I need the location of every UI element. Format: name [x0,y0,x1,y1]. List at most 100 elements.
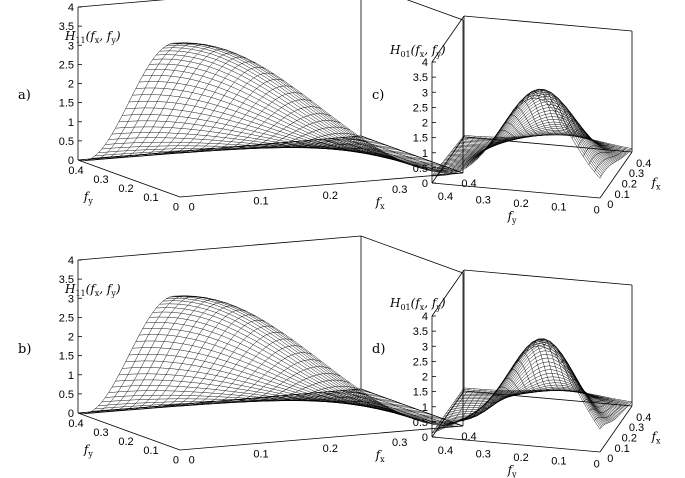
z-tick-label: 3.5 [59,274,74,286]
z-tick-label: 3 [422,87,428,99]
fy-tick-label: 0.1 [143,192,158,204]
fy-tick-label: 0.2 [513,452,528,464]
fy-tick-label: 0.4 [68,165,83,177]
axis-frame-line [463,269,633,286]
axis-frame-line [431,136,465,184]
z-tick-label: 1.5 [413,133,428,145]
z-tick-label: 0.5 [59,389,74,401]
axis-frame-line [463,15,633,32]
fy-tick-label: 0.3 [476,449,491,461]
z-tick-label: 2 [422,118,428,130]
z-tick-label: 0 [68,408,74,420]
panel-b: b) 0 0.5 1 1.5 2 2.5 3 3.5 4 H11(fx, fy) 0.4 0.3 0.2 0… [18,235,477,467]
z-tick-label: 2.5 [413,102,428,114]
axis-frame-line [77,235,362,261]
z-tick-label: 3.5 [59,21,74,33]
fy-tick-label: 0 [594,459,600,471]
z-tick-label: 3.5 [413,326,428,338]
fx-tick-label: 0 [607,453,613,465]
fx-axis-label: fx [375,195,385,211]
fx-tick-label: 0 [189,455,195,467]
z-axis-label: H01(fx, fy) [389,43,446,59]
z-tick-label: 2 [68,332,74,344]
z-tick-label: 0 [422,178,428,190]
z-tick-label: 3.5 [413,72,428,84]
fy-axis-label: fy [83,190,93,206]
z-tick-label: 1.5 [413,387,428,399]
fy-tick-label: 0.4 [438,445,453,457]
fx-tick-label: 0 [607,199,613,211]
z-tick-label: 1 [422,402,428,414]
panel-label: d) [372,342,385,357]
fx-tick-label: 0.3 [629,168,644,180]
z-tick-label: 0.5 [413,417,428,429]
fx-tick-label: 0.1 [614,443,629,455]
fx-tick-label: 0.4 [636,412,651,424]
fx-tick-label: 0.3 [392,184,407,196]
z-tick-label: 1.5 [59,98,74,110]
z-tick-label: 0 [422,432,428,444]
z-tick-label: 2.5 [413,356,428,368]
surface-mesh [431,338,633,434]
fx-tick-label: 0.3 [629,422,644,434]
axis-frame-line [179,172,464,198]
axis-frame-line [431,436,601,453]
fy-tick-label: 0 [173,201,179,213]
fy-axis-label: fy [507,209,517,225]
z-tick-label: 4 [68,2,74,14]
axis-frame-line [77,412,181,451]
z-tick-label: 3 [68,40,74,52]
z-tick-label: 0.5 [413,163,428,175]
fy-tick-label: 0.1 [551,455,566,467]
z-tick-label: 3 [68,293,74,305]
axis-frame-line [431,182,601,199]
fy-tick-label: 0.4 [68,418,83,430]
axis-frame-line [360,235,464,274]
z-tick-label: 0 [68,155,74,167]
surface-mesh [77,42,464,174]
z-tick-label: 4 [68,255,74,267]
fx-tick-label: 0.2 [323,190,338,202]
surface-mesh [431,88,633,179]
fx-tick-label: 0.1 [614,189,629,201]
fx-tick-label: 0.1 [253,449,268,461]
fx-tick-label: 0.4 [636,158,651,170]
z-axis-label: H11(fx, fy) [64,282,121,298]
z-axis-label: H11(fx, fy) [64,29,121,45]
fy-tick-label: 0.3 [93,174,108,186]
fx-axis-label: fx [651,430,661,446]
fx-tick-label: 0.4 [461,178,476,190]
fy-tick-label: 0.1 [551,201,566,213]
fx-tick-label: 0.2 [323,443,338,455]
fx-axis-label: fx [651,176,661,192]
z-tick-label: 4 [422,57,428,69]
z-tick-label: 1 [68,370,74,382]
fy-tick-label: 0.4 [438,191,453,203]
fy-tick-label: 0.2 [513,198,528,210]
z-tick-label: 2 [422,372,428,384]
fy-tick-label: 0.3 [93,427,108,439]
fy-tick-label: 0.3 [476,195,491,207]
axis-frame-line [77,0,166,8]
axis-frame-line [406,0,464,21]
axis-frame-line [77,159,181,198]
z-tick-label: 0.5 [59,136,74,148]
axis-frame-line [179,425,464,451]
panel-label: b) [18,342,31,357]
fy-tick-label: 0.1 [143,445,158,457]
fy-tick-label: 0.2 [118,436,133,448]
panel-a: a) 0 0.5 1 1.5 2 2.5 3 3.5 4 H11(fx, fy) 0.4 0.3 0.2 0… [18,0,477,214]
fx-tick-label: 0.3 [392,437,407,449]
axis-frame-line [599,151,633,199]
fx-axis-label: fx [375,448,385,464]
z-tick-label: 4 [422,311,428,323]
axis-frame-line [431,15,465,63]
fx-tick-label: 0.1 [253,196,268,208]
axis-frame-line [431,269,465,317]
fx-tick-label: 0.2 [622,432,637,444]
panel-label: c) [372,88,384,103]
z-axis-label: H01(fx, fy) [389,296,446,312]
fy-tick-label: 0 [594,205,600,217]
